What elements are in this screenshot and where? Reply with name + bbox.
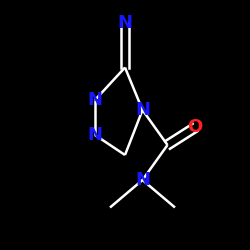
Text: N: N (88, 91, 102, 109)
Text: N: N (135, 171, 150, 189)
Text: N: N (118, 14, 132, 32)
Text: N: N (88, 126, 102, 144)
Text: O: O (188, 118, 202, 136)
Text: N: N (135, 101, 150, 119)
